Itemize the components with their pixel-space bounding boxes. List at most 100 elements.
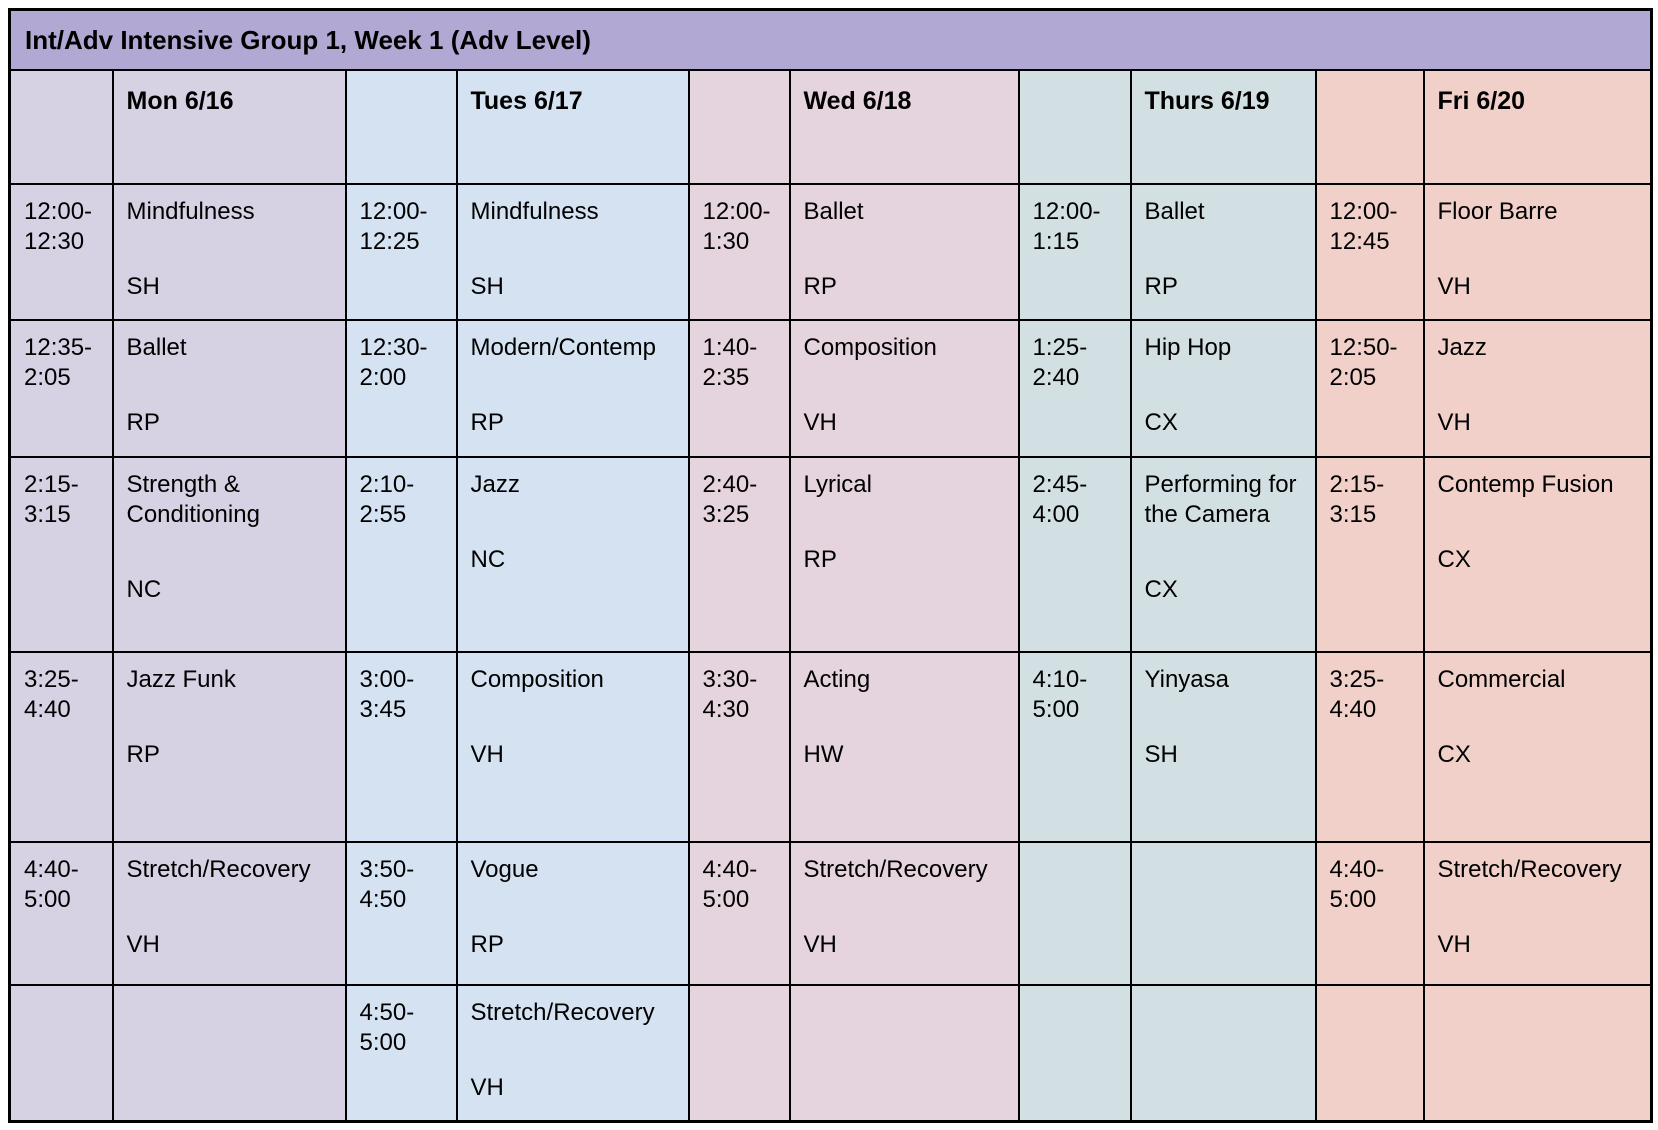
time-cell-tue-row4: 3:00-3:45: [344, 650, 458, 843]
time-cell-fri-row2: 12:50-2:05: [1314, 318, 1425, 458]
instructor-code: VH: [1437, 930, 1471, 958]
class-cell-tue-row2: Modern/Contemp RP: [455, 318, 690, 458]
class-cell-tue-row6: Stretch/Recovery VH: [455, 983, 690, 1123]
time-cell-wed-row3: 2:40-3:25: [687, 455, 791, 653]
instructor-code: VH: [1437, 408, 1471, 436]
class-name: Jazz: [470, 470, 520, 498]
class-name: Acting: [803, 665, 871, 693]
instructor-code: CX: [1144, 575, 1178, 603]
instructor-code: RP: [470, 930, 504, 958]
schedule-title: Int/Adv Intensive Group 1, Week 1 (Adv L…: [8, 8, 1653, 71]
class-cell-thu-row6: [1129, 983, 1317, 1123]
class-name: Jazz: [1437, 333, 1487, 361]
time-cell-tue-row2: 12:30-2:00: [344, 318, 458, 458]
time-cell-tue-row1: 12:00-12:25: [344, 182, 458, 321]
time-cell-mon-row3: 2:15-3:15: [8, 455, 114, 653]
class-cell-fri-row2: Jazz VH: [1422, 318, 1653, 458]
time-cell-thu-row3: 2:45-4:00: [1017, 455, 1132, 653]
time-cell-mon-row2: 12:35-2:05: [8, 318, 114, 458]
class-name: Vogue: [470, 855, 539, 883]
class-name: Composition: [803, 333, 937, 361]
class-cell-mon-row4: Jazz Funk RP: [111, 650, 347, 843]
class-cell-mon-row1: Mindfulness SH: [111, 182, 347, 321]
class-name: Strength & Conditioning: [126, 470, 260, 528]
instructor-code: VH: [803, 408, 837, 436]
class-name: Composition: [470, 665, 604, 693]
instructor-code: RP: [126, 740, 160, 768]
instructor-code: NC: [126, 575, 162, 603]
instructor-code: VH: [470, 740, 504, 768]
class-cell-thu-row3: Performing for the Camera CX: [1129, 455, 1317, 653]
time-cell-thu-row6: [1017, 983, 1132, 1123]
instructor-code: NC: [470, 545, 506, 573]
class-cell-thu-row5: [1129, 840, 1317, 986]
class-cell-tue-row1: Mindfulness SH: [455, 182, 690, 321]
instructor-code: VH: [803, 930, 837, 958]
class-cell-thu-row1: Ballet RP: [1129, 182, 1317, 321]
time-cell-wed-row6: [687, 983, 791, 1123]
time-cell-tue-row6: 4:50-5:00: [344, 983, 458, 1123]
time-cell-wed-row1: 12:00-1:30: [687, 182, 791, 321]
time-cell-tue-row5: 3:50-4:50: [344, 840, 458, 986]
class-cell-thu-row4: Yinyasa SH: [1129, 650, 1317, 843]
class-name: Yinyasa: [1144, 665, 1230, 693]
day-header-wed: Wed 6/18: [788, 68, 1020, 185]
class-cell-wed-row2: Composition VH: [788, 318, 1020, 458]
class-cell-tue-row4: Composition VH: [455, 650, 690, 843]
class-cell-wed-row3: Lyrical RP: [788, 455, 1020, 653]
day-header-tue: Tues 6/17: [455, 68, 690, 185]
class-cell-wed-row6: [788, 983, 1020, 1123]
class-cell-fri-row5: Stretch/Recovery VH: [1422, 840, 1653, 986]
class-cell-mon-row6: [111, 983, 347, 1123]
class-name: Modern/Contemp: [470, 333, 656, 361]
instructor-code: VH: [126, 930, 160, 958]
time-cell-thu-row4: 4:10-5:00: [1017, 650, 1132, 843]
header-spacer-wed: [687, 68, 791, 185]
instructor-code: RP: [803, 272, 837, 300]
instructor-code: SH: [1144, 740, 1178, 768]
time-cell-thu-row2: 1:25-2:40: [1017, 318, 1132, 458]
time-cell-wed-row4: 3:30-4:30: [687, 650, 791, 843]
class-cell-thu-row2: Hip Hop CX: [1129, 318, 1317, 458]
instructor-code: SH: [470, 272, 504, 300]
header-spacer-thu: [1017, 68, 1132, 185]
time-cell-mon-row5: 4:40-5:00: [8, 840, 114, 986]
time-cell-fri-row5: 4:40-5:00: [1314, 840, 1425, 986]
class-name: Lyrical: [803, 470, 872, 498]
class-cell-wed-row1: Ballet RP: [788, 182, 1020, 321]
schedule-table: Int/Adv Intensive Group 1, Week 1 (Adv L…: [8, 8, 1654, 1123]
class-name: Performing for the Camera: [1144, 470, 1297, 528]
class-cell-fri-row6: [1422, 983, 1653, 1123]
header-spacer-mon: [8, 68, 114, 185]
class-name: Stretch/Recovery: [803, 855, 988, 883]
class-cell-fri-row3: Contemp Fusion CX: [1422, 455, 1653, 653]
time-cell-thu-row1: 12:00-1:15: [1017, 182, 1132, 321]
time-cell-fri-row3: 2:15-3:15: [1314, 455, 1425, 653]
time-cell-mon-row1: 12:00-12:30: [8, 182, 114, 321]
class-name: Stretch/Recovery: [126, 855, 311, 883]
instructor-code: HW: [803, 740, 844, 768]
class-cell-fri-row4: Commercial CX: [1422, 650, 1653, 843]
time-cell-fri-row4: 3:25-4:40: [1314, 650, 1425, 843]
instructor-code: CX: [1437, 545, 1471, 573]
class-name: Mindfulness: [470, 197, 599, 225]
time-cell-wed-row5: 4:40-5:00: [687, 840, 791, 986]
class-cell-fri-row1: Floor Barre VH: [1422, 182, 1653, 321]
time-cell-mon-row6: [8, 983, 114, 1123]
time-cell-fri-row6: [1314, 983, 1425, 1123]
time-cell-thu-row5: [1017, 840, 1132, 986]
time-cell-tue-row3: 2:10-2:55: [344, 455, 458, 653]
time-cell-fri-row1: 12:00-12:45: [1314, 182, 1425, 321]
instructor-code: RP: [803, 545, 837, 573]
header-spacer-fri: [1314, 68, 1425, 185]
day-header-fri: Fri 6/20: [1422, 68, 1653, 185]
time-cell-mon-row4: 3:25-4:40: [8, 650, 114, 843]
time-cell-wed-row2: 1:40-2:35: [687, 318, 791, 458]
class-cell-mon-row3: Strength & Conditioning NC: [111, 455, 347, 653]
day-header-thu: Thurs 6/19: [1129, 68, 1317, 185]
instructor-code: VH: [1437, 272, 1471, 300]
class-cell-mon-row2: Ballet RP: [111, 318, 347, 458]
class-name: Ballet: [1144, 197, 1205, 225]
class-cell-mon-row5: Stretch/Recovery VH: [111, 840, 347, 986]
